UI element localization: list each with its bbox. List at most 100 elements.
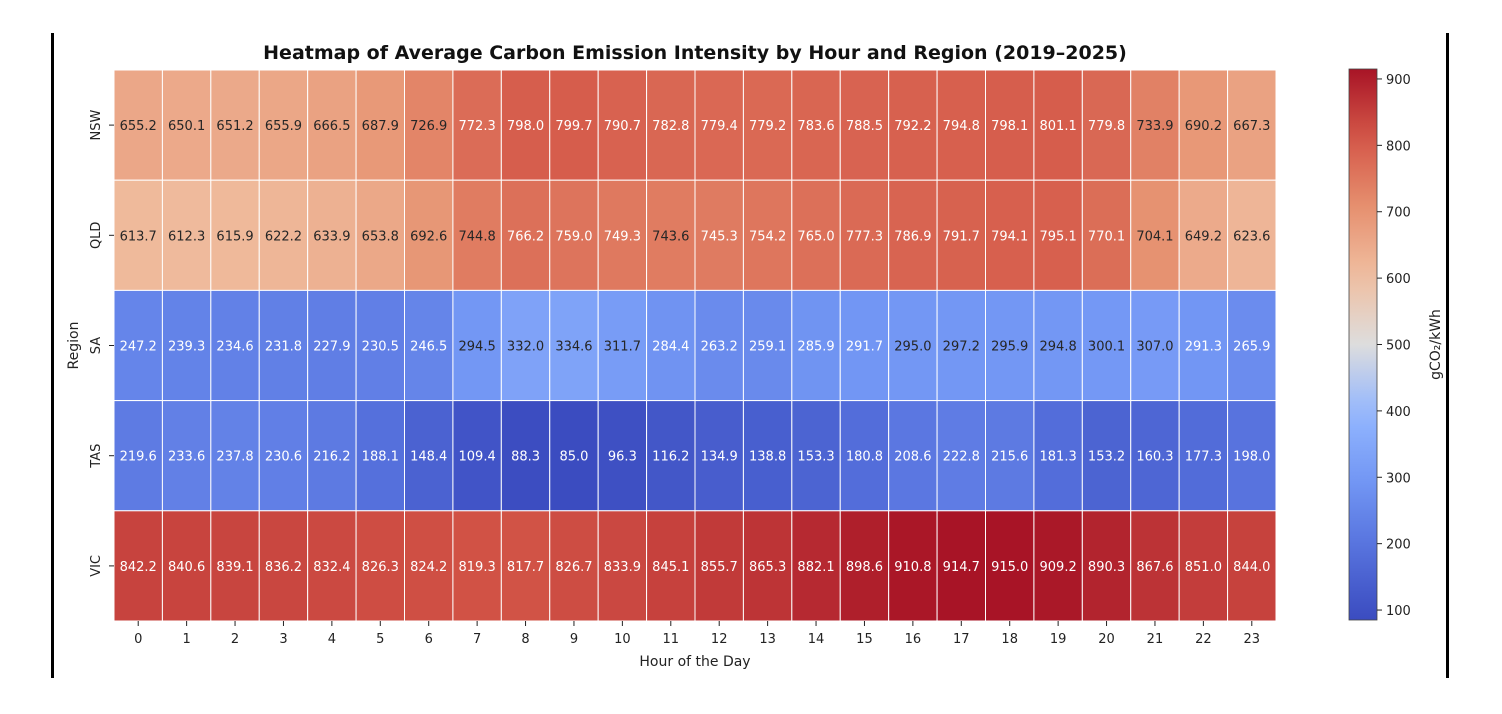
- cell-value-label: 833.9: [604, 560, 641, 575]
- x-tick-label: 6: [425, 632, 433, 647]
- x-tick-label: 14: [808, 632, 825, 647]
- heatmap-cell: [1130, 400, 1180, 512]
- heatmap-cell: [307, 289, 357, 402]
- cell-value-label: 909.2: [1040, 560, 1077, 575]
- heatmap-cell: [210, 289, 260, 402]
- x-tick-label: 18: [1001, 632, 1018, 647]
- cell-value-label: 180.8: [846, 450, 883, 465]
- cell-value-label: 744.8: [459, 229, 496, 244]
- colorbar-gradient: [1348, 68, 1378, 621]
- heatmap-cell: [888, 289, 938, 402]
- colorbar-tick-label: 700: [1386, 206, 1411, 221]
- heatmap-cell: [1033, 510, 1083, 622]
- heatmap-cell: [1178, 69, 1229, 181]
- cell-value-label: 300.1: [1088, 340, 1125, 355]
- heatmap-cell: [549, 289, 599, 402]
- x-tick-label: 1: [182, 632, 190, 647]
- cell-value-label: 623.6: [1233, 229, 1270, 244]
- colorbar: 100 200 300 400 500 600 700 800 900: [1348, 68, 1411, 621]
- cell-value-label: 234.6: [216, 340, 253, 355]
- cell-value-label: 134.9: [701, 450, 738, 465]
- x-tick-label: 16: [905, 632, 922, 647]
- cell-value-label: 116.2: [652, 450, 689, 465]
- cell-value-label: 798.1: [991, 119, 1028, 134]
- cell-value-label: 246.5: [410, 340, 447, 355]
- x-tick-label: 23: [1244, 632, 1261, 647]
- cell-value-label: 291.3: [1185, 340, 1222, 355]
- heatmap-cell: [500, 289, 551, 402]
- heatmap-cell: [258, 289, 309, 402]
- cell-value-label: 851.0: [1185, 560, 1222, 575]
- heatmap-cell: [404, 179, 454, 291]
- heatmap-cell: [694, 289, 744, 402]
- heatmap-cell: [1130, 69, 1180, 181]
- heatmap-cell: [1033, 69, 1083, 181]
- cell-value-label: 845.1: [652, 560, 689, 575]
- cell-value-label: 786.9: [894, 229, 931, 244]
- x-tick-label: 3: [279, 632, 287, 647]
- heatmap-cell: [742, 289, 793, 402]
- heatmap-cell: [839, 69, 890, 181]
- heatmap-cells: 655.2 650.1 651.2 655.9 666.5 687.9 726.9 772.3…: [113, 69, 1277, 622]
- cell-value-label: 332.0: [507, 340, 544, 355]
- heatmap-cell: [355, 400, 406, 512]
- cell-value-label: 233.6: [168, 450, 205, 465]
- colorbar-tick-label: 300: [1386, 471, 1411, 486]
- cell-value-label: 216.2: [313, 450, 350, 465]
- cell-value-label: 733.9: [1136, 119, 1173, 134]
- cell-value-label: 766.2: [507, 229, 544, 244]
- cell-value-label: 777.3: [846, 229, 883, 244]
- cell-value-label: 855.7: [701, 560, 738, 575]
- cell-value-label: 215.6: [991, 450, 1028, 465]
- heatmap-cell: [452, 69, 502, 181]
- heatmap-cell: [1178, 289, 1229, 402]
- colorbar-tick-label: 600: [1386, 272, 1411, 287]
- y-tick-label: SA: [89, 337, 104, 354]
- heatmap-cell: [258, 400, 309, 512]
- cell-value-label: 667.3: [1233, 119, 1270, 134]
- heatmap-cell: [500, 179, 551, 291]
- cell-value-label: 817.7: [507, 560, 544, 575]
- heatmap-cell: [888, 400, 938, 512]
- heatmap-cell: [791, 510, 841, 622]
- x-tick-label: 13: [759, 632, 776, 647]
- heatmap-cell: [888, 179, 938, 291]
- heatmap-cell: [404, 510, 454, 622]
- cell-value-label: 754.2: [749, 229, 786, 244]
- heatmap-cell: [839, 289, 890, 402]
- heatmap-cell: [597, 510, 648, 622]
- cell-value-label: 655.9: [265, 119, 302, 134]
- cell-value-label: 294.8: [1040, 340, 1077, 355]
- heatmap-cell: [161, 289, 212, 402]
- cell-value-label: 177.3: [1185, 450, 1222, 465]
- cell-value-label: 824.2: [410, 560, 447, 575]
- heatmap-cell: [1227, 510, 1277, 622]
- cell-value-label: 745.3: [701, 229, 738, 244]
- cell-value-label: 819.3: [459, 560, 496, 575]
- heatmap-cell: [307, 179, 357, 291]
- heatmap-cell: [1033, 179, 1083, 291]
- cell-value-label: 832.4: [313, 560, 350, 575]
- heatmap-cell: [936, 510, 986, 622]
- heatmap-cell: [1227, 69, 1277, 181]
- cell-value-label: 208.6: [894, 450, 931, 465]
- cell-value-label: 794.8: [943, 119, 980, 134]
- cell-value-label: 88.3: [511, 450, 540, 465]
- cell-value-label: 836.2: [265, 560, 302, 575]
- heatmap-cell: [791, 179, 841, 291]
- x-tick-label: 19: [1050, 632, 1067, 647]
- y-tick-label: QLD: [89, 222, 104, 250]
- cell-value-label: 138.8: [749, 450, 786, 465]
- x-tick-label: 21: [1147, 632, 1164, 647]
- colorbar-tick-label: 900: [1386, 73, 1411, 88]
- x-tick-label: 11: [663, 632, 680, 647]
- cell-value-label: 882.1: [797, 560, 834, 575]
- cell-value-label: 726.9: [410, 119, 447, 134]
- cell-value-label: 782.8: [652, 119, 689, 134]
- cell-value-label: 779.8: [1088, 119, 1125, 134]
- x-tick-label: 17: [953, 632, 970, 647]
- cell-value-label: 160.3: [1136, 450, 1173, 465]
- heatmap-cell: [694, 400, 744, 512]
- frame-left-border: [51, 33, 54, 678]
- heatmap-cell: [452, 400, 502, 512]
